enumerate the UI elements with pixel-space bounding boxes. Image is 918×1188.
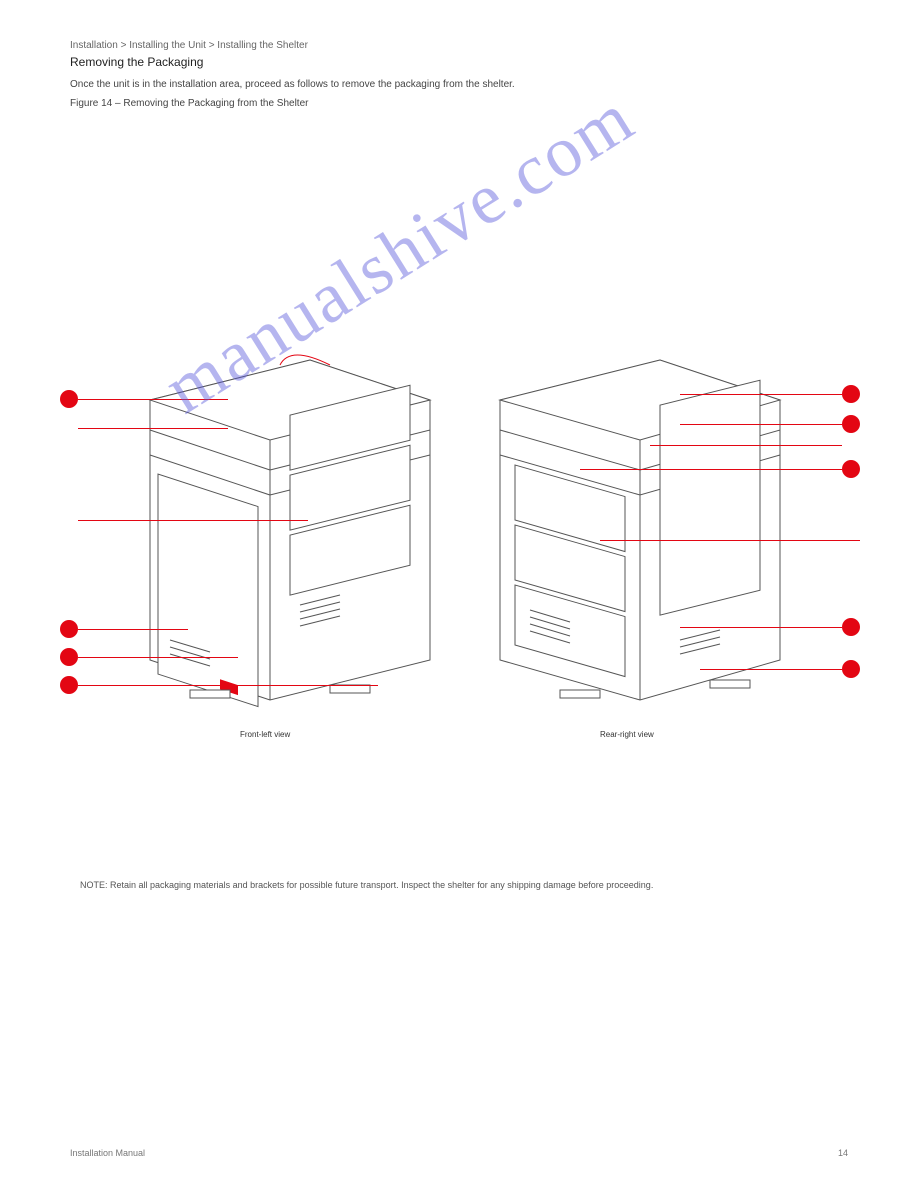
callout-line-9 — [580, 469, 842, 470]
footer: Installation Manual 14 — [70, 1148, 848, 1158]
callout-dot-8 — [842, 415, 860, 433]
note-text: NOTE: Retain all packaging materials and… — [80, 880, 840, 890]
callout-dot-9 — [842, 460, 860, 478]
callout-line-3 — [78, 520, 308, 521]
header-block: Installation > Installing the Unit > Ins… — [70, 40, 848, 109]
cabinet-left-drawing — [130, 340, 450, 720]
callout-line-4 — [78, 629, 188, 630]
cabinet-right-drawing — [480, 340, 800, 720]
callout-dot-12 — [842, 660, 860, 678]
footer-doc-id: Installation Manual — [70, 1148, 145, 1158]
callout-dot-7 — [842, 385, 860, 403]
callout-line-8 — [680, 424, 842, 425]
breadcrumb: Installation > Installing the Unit > Ins… — [70, 40, 848, 51]
page-container: Installation > Installing the Unit > Ins… — [0, 0, 918, 1188]
intro-text: Once the unit is in the installation are… — [70, 79, 848, 90]
figure-caption: Figure 14 – Removing the Packaging from … — [70, 98, 848, 109]
footer-page-num: 14 — [838, 1148, 848, 1158]
callout-dot-6 — [60, 676, 78, 694]
right-view-label: Rear-right view — [600, 730, 654, 739]
callout-line-5 — [78, 657, 238, 658]
callout-line-7 — [680, 394, 842, 395]
left-view-label: Front-left view — [240, 730, 290, 739]
callout-line-8b — [650, 445, 842, 446]
diagram-area: Front-left view Rear-right view — [60, 220, 860, 840]
callout-line-6 — [78, 685, 378, 686]
callout-dot-4 — [60, 620, 78, 638]
callout-line-2 — [78, 428, 228, 429]
callout-dot-11 — [842, 618, 860, 636]
callout-dot-5 — [60, 648, 78, 666]
callout-line-10 — [600, 540, 860, 541]
callout-dot-1 — [60, 390, 78, 408]
callout-line-11 — [680, 627, 842, 628]
callout-line-12 — [700, 669, 842, 670]
section-title: Removing the Packaging — [70, 55, 848, 69]
callout-line-1 — [78, 399, 228, 400]
